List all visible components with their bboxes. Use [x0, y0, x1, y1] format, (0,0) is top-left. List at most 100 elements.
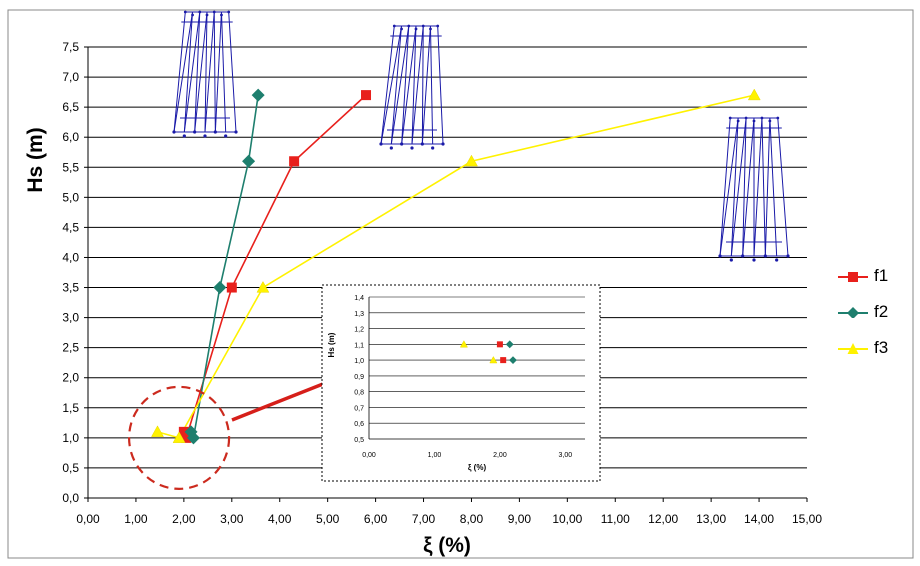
y-tick-label: 1,0 — [62, 431, 79, 445]
inset-y-tick-label: 0,8 — [354, 390, 364, 397]
tower-node — [182, 134, 186, 138]
y-axis-title: Hs (m) — [24, 127, 47, 192]
tower-node — [400, 27, 403, 31]
tower-column — [204, 11, 208, 133]
tower-node — [786, 254, 790, 258]
inset-data-point-f2 — [509, 356, 517, 365]
inset-x-tick-label: 0,00 — [362, 452, 376, 459]
tower-column — [183, 11, 194, 133]
x-tick-label: 6,00 — [364, 512, 388, 526]
tower-node — [763, 254, 767, 258]
tower-node — [198, 10, 202, 14]
inset-frame — [321, 284, 601, 482]
inset-x-axis-title: ξ (%) — [468, 463, 487, 472]
tower-node — [744, 116, 748, 120]
legend-item-f2: f2 — [838, 294, 908, 330]
y-tick-label: 1,5 — [62, 401, 79, 415]
tower-column — [401, 25, 410, 145]
x-tick-label: 9,00 — [508, 512, 532, 526]
tower-node — [392, 24, 396, 28]
data-point-f3 — [151, 425, 164, 437]
tower-brace — [401, 25, 417, 145]
tower-column — [730, 117, 739, 257]
tower-column — [213, 11, 216, 133]
legend-label-f3: f3 — [874, 338, 889, 357]
inset-y-tick-label: 1,4 — [354, 295, 364, 302]
tower-node — [234, 130, 238, 134]
inset-data-point-f1 — [500, 357, 507, 364]
tower-node — [389, 146, 393, 150]
inset-y-tick-label: 1,3 — [354, 311, 364, 318]
data-point-f3 — [172, 431, 186, 443]
data-point-f1 — [181, 432, 192, 443]
tower-brace — [380, 25, 403, 145]
y-tick-label: 6,0 — [62, 130, 79, 144]
x-tick-label: 12,00 — [648, 512, 678, 526]
inset-x-tick-label: 3,00 — [559, 452, 573, 459]
tower-node — [436, 24, 440, 28]
data-point-f3 — [465, 154, 478, 167]
x-tick-label: 7,00 — [412, 512, 436, 526]
tower-model-1 — [172, 10, 238, 138]
tower-brace — [730, 117, 747, 257]
x-tick-label: 3,00 — [220, 512, 244, 526]
inset-y-tick-label: 0,6 — [354, 421, 364, 428]
tower-column — [429, 25, 434, 145]
y-tick-label: 7,0 — [62, 70, 79, 84]
tower-node — [752, 119, 756, 123]
y-tick-label: 3,0 — [62, 311, 79, 325]
tower-brace — [183, 11, 201, 133]
y-tick-label: 2,5 — [62, 341, 79, 355]
tower-column — [194, 11, 201, 133]
tower-node — [379, 142, 383, 146]
tower-brace — [411, 25, 424, 145]
tower-brace — [753, 117, 763, 257]
tower-node — [752, 258, 756, 262]
tower-column — [761, 117, 766, 257]
data-point-f1 — [289, 156, 300, 167]
tower-node — [400, 142, 404, 146]
inset-data-point-f3 — [489, 355, 498, 364]
y-tick-label: 3,5 — [62, 281, 79, 295]
tower-node — [421, 24, 425, 28]
inset-data-point-f3 — [459, 340, 468, 348]
legend-label-f1: f1 — [874, 266, 889, 285]
inset-y-tick-label: 0,7 — [354, 405, 364, 412]
tower-node — [205, 13, 209, 17]
tower-node — [760, 116, 764, 120]
legend-item-f1: f1 — [838, 258, 908, 294]
y-tick-label: 4,0 — [62, 250, 79, 264]
data-point-f3 — [747, 88, 761, 101]
tower-node — [775, 258, 779, 262]
tower-node — [429, 27, 432, 31]
tower-brace — [764, 117, 771, 257]
tower-brace — [194, 11, 208, 133]
tower-node — [193, 130, 197, 134]
tower-node — [718, 254, 722, 258]
y-tick-label: 4,5 — [62, 220, 79, 234]
inset-y-tick-label: 1,1 — [354, 342, 364, 349]
tower-node — [741, 254, 745, 258]
tower-node — [191, 13, 194, 17]
legend-marker-f1 — [838, 272, 868, 282]
y-tick-label: 0,5 — [62, 461, 79, 475]
x-tick-label: 11,00 — [601, 512, 630, 526]
y-tick-label: 0,0 — [62, 491, 79, 505]
legend-marker-f3 — [838, 343, 868, 354]
tower-column — [421, 25, 424, 145]
inset-y-tick-label: 1,2 — [354, 327, 364, 334]
tower-node — [776, 116, 780, 120]
x-tick-label: 15,00 — [792, 512, 822, 526]
x-tick-label: 13,00 — [696, 512, 726, 526]
tower-column — [769, 117, 778, 257]
x-axis-title: ξ (%) — [423, 534, 471, 557]
tower-node — [172, 130, 176, 134]
x-tick-label: 14,00 — [744, 512, 774, 526]
tower-node — [227, 10, 231, 14]
tower-node — [728, 116, 732, 120]
data-point-f2 — [186, 431, 200, 445]
tower-node — [224, 134, 228, 138]
tower-column — [390, 25, 403, 145]
tower-node — [212, 10, 216, 14]
